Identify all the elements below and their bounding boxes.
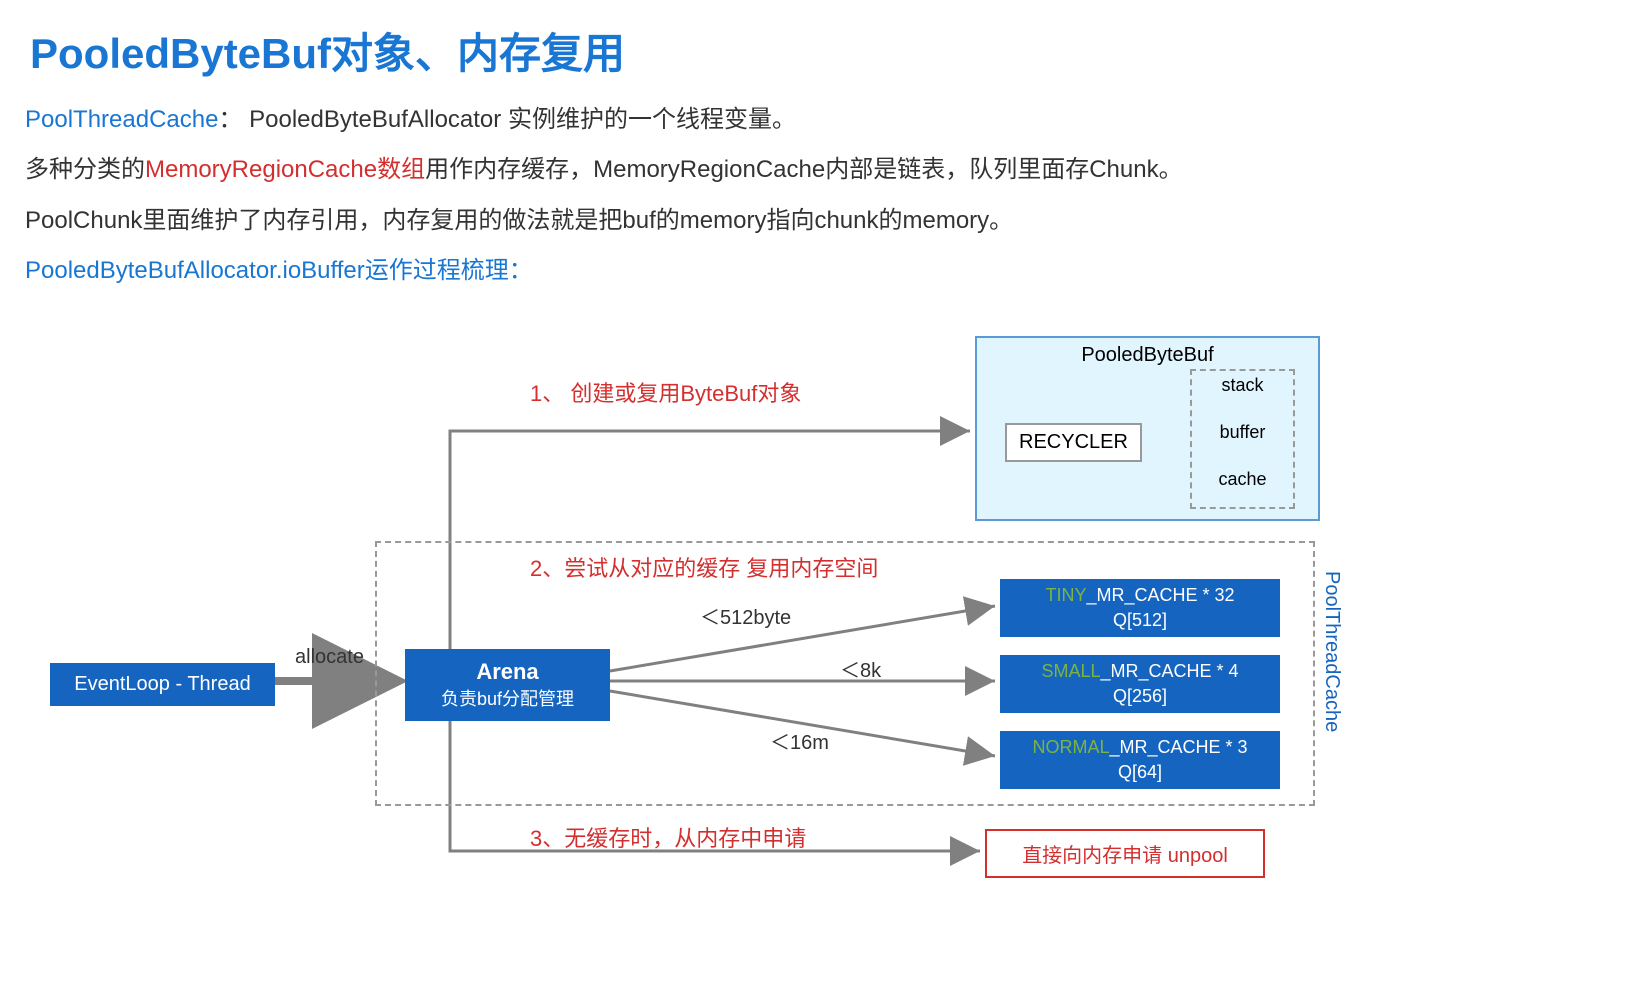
- small-cache-box: SMALL_MR_CACHE * 4 Q[256]: [1000, 655, 1280, 713]
- diagram-area: EventLoop - Thread allocate Arena 负责buf分…: [20, 311, 1590, 931]
- intro-line-1: PoolThreadCache： PooledByteBufAllocator …: [20, 101, 1611, 139]
- pooledbytebuf-title: PooledByteBuf: [977, 338, 1318, 367]
- intro-line-1-rest: ： PooledByteBufAllocator 实例维护的一个线程变量。: [218, 106, 796, 133]
- page-title: PooledByteBuf对象、内存复用: [20, 20, 1611, 81]
- stack-label: stack: [1192, 371, 1293, 396]
- normal-q: Q[64]: [1118, 762, 1162, 782]
- lt16m-label: ＜16m: [770, 726, 829, 755]
- eventloop-node: EventLoop - Thread: [50, 663, 275, 706]
- normal-prefix: NORMAL: [1032, 737, 1109, 757]
- cache-label: cache: [1192, 469, 1293, 490]
- recycler-box: RECYCLER: [1005, 423, 1142, 462]
- tiny-prefix: TINY: [1045, 585, 1086, 605]
- stack-buffer-cache-box: stack buffer cache: [1190, 369, 1295, 509]
- small-prefix: SMALL: [1041, 661, 1100, 681]
- small-rest: _MR_CACHE * 4: [1100, 661, 1238, 681]
- normal-cache-box: NORMAL_MR_CACHE * 3 Q[64]: [1000, 731, 1280, 789]
- tiny-q: Q[512]: [1113, 610, 1167, 630]
- memoryregioncache-term: MemoryRegionCache数组: [145, 156, 425, 183]
- intro-line-2-prefix: 多种分类的: [25, 156, 145, 183]
- tiny-rest: _MR_CACHE * 32: [1086, 585, 1234, 605]
- small-q: Q[256]: [1113, 686, 1167, 706]
- lt512-label: ＜512byte: [700, 601, 791, 630]
- intro-line-2: 多种分类的MemoryRegionCache数组用作内存缓存，MemoryReg…: [20, 151, 1611, 189]
- tiny-cache-box: TINY_MR_CACHE * 32 Q[512]: [1000, 579, 1280, 637]
- unpool-box: 直接向内存申请 unpool: [985, 829, 1265, 878]
- intro-line-2-rest: 用作内存缓存，MemoryRegionCache内部是链表，队列里面存Chunk…: [425, 156, 1182, 183]
- intro-line-4: PooledByteBufAllocator.ioBuffer运作过程梳理：: [20, 252, 1611, 290]
- step3-label: 3、无缓存时，从内存中申请: [530, 821, 806, 853]
- lt8k-label: ＜8k: [840, 654, 881, 683]
- buffer-label: buffer: [1192, 422, 1293, 443]
- normal-rest: _MR_CACHE * 3: [1109, 737, 1247, 757]
- poolthreadcache-label: PoolThreadCache: [1320, 571, 1343, 732]
- step2-label: 2、尝试从对应的缓存 复用内存空间: [530, 551, 878, 583]
- intro-line-3: PoolChunk里面维护了内存引用，内存复用的做法就是把buf的memory指…: [20, 202, 1611, 240]
- poolthreadcache-term: PoolThreadCache: [25, 106, 218, 133]
- allocate-label: allocate: [295, 646, 364, 669]
- step1-label: 1、 创建或复用ByteBuf对象: [530, 376, 801, 408]
